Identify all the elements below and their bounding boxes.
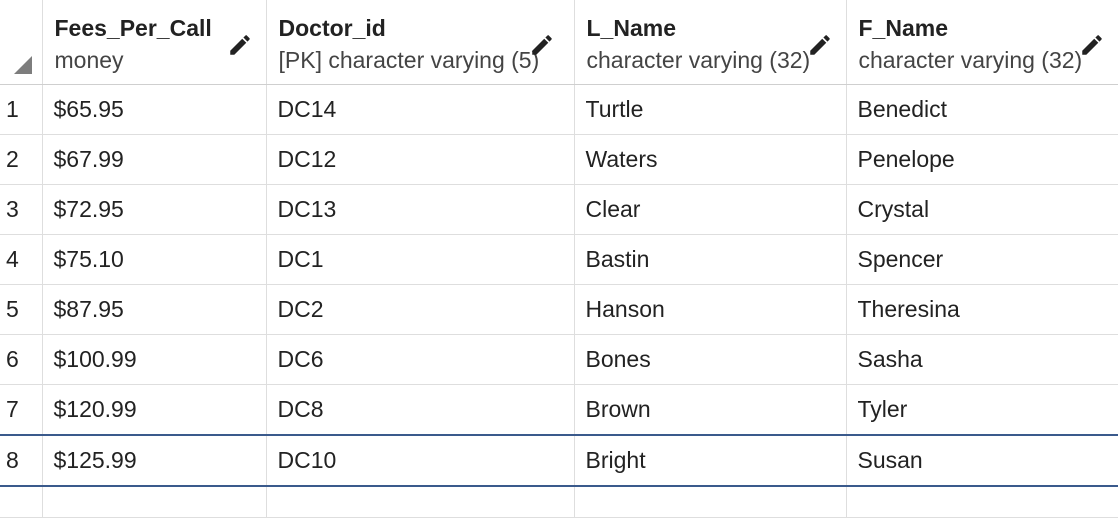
cell-l-name[interactable]: Brown — [574, 384, 847, 436]
cell-f-name[interactable]: Susan — [846, 434, 1118, 487]
new-row-placeholder[interactable] — [0, 486, 1118, 518]
column-name: L_Name — [586, 15, 676, 41]
table-row[interactable]: 5 $87.95 DC2 Hanson Theresina — [0, 284, 1118, 335]
empty-cell[interactable] — [0, 486, 43, 518]
cell-doctor-id[interactable]: DC8 — [266, 384, 575, 436]
row-number[interactable]: 2 — [0, 134, 43, 185]
cell-fees-per-call[interactable]: $75.10 — [42, 234, 267, 285]
column-header-l-name[interactable]: L_Name character varying (32) — [574, 0, 847, 85]
column-header-f-name[interactable]: F_Name character varying (32) — [846, 0, 1118, 85]
cell-l-name[interactable]: Clear — [574, 184, 847, 235]
cell-fees-per-call[interactable]: $72.95 — [42, 184, 267, 235]
cell-l-name[interactable]: Bones — [574, 334, 847, 385]
cell-f-name[interactable]: Benedict — [846, 84, 1118, 135]
empty-cell[interactable] — [574, 486, 847, 518]
column-header-fees-per-call[interactable]: Fees_Per_Call money — [42, 0, 267, 85]
cell-l-name[interactable]: Hanson — [574, 284, 847, 335]
cell-l-name[interactable]: Bright — [574, 434, 847, 487]
corner-triangle-icon — [14, 56, 32, 74]
cell-l-name[interactable]: Waters — [574, 134, 847, 185]
cell-f-name[interactable]: Tyler — [846, 384, 1118, 436]
column-name: Fees_Per_Call — [54, 15, 212, 41]
pencil-icon[interactable] — [807, 32, 833, 58]
cell-doctor-id[interactable]: DC2 — [266, 284, 575, 335]
cell-f-name[interactable]: Theresina — [846, 284, 1118, 335]
cell-fees-per-call[interactable]: $100.99 — [42, 334, 267, 385]
cell-fees-per-call[interactable]: $87.95 — [42, 284, 267, 335]
cell-f-name[interactable]: Sasha — [846, 334, 1118, 385]
row-number[interactable]: 6 — [0, 334, 43, 385]
cell-f-name[interactable]: Spencer — [846, 234, 1118, 285]
table-row-selected[interactable]: 8 $125.99 DC10 Bright Susan — [0, 434, 1118, 487]
pencil-icon[interactable] — [1079, 32, 1105, 58]
table-row[interactable]: 2 $67.99 DC12 Waters Penelope — [0, 134, 1118, 185]
cell-l-name[interactable]: Bastin — [574, 234, 847, 285]
table-row[interactable]: 7 $120.99 DC8 Brown Tyler — [0, 384, 1118, 436]
column-type: character varying (32) — [586, 47, 811, 73]
column-name: Doctor_id — [278, 15, 386, 41]
empty-cell[interactable] — [846, 486, 1118, 518]
column-name: F_Name — [858, 15, 948, 41]
cell-doctor-id[interactable]: DC6 — [266, 334, 575, 385]
cell-doctor-id[interactable]: DC10 — [266, 434, 575, 487]
table-row[interactable]: 4 $75.10 DC1 Bastin Spencer — [0, 234, 1118, 285]
column-type: [PK] character varying (5) — [278, 47, 540, 73]
cell-fees-per-call[interactable]: $67.99 — [42, 134, 267, 185]
row-number[interactable]: 5 — [0, 284, 43, 335]
cell-fees-per-call[interactable]: $120.99 — [42, 384, 267, 436]
row-number[interactable]: 7 — [0, 384, 43, 436]
row-number[interactable]: 3 — [0, 184, 43, 235]
cell-l-name[interactable]: Turtle — [574, 84, 847, 135]
column-type: money — [54, 47, 124, 73]
cell-doctor-id[interactable]: DC14 — [266, 84, 575, 135]
cell-doctor-id[interactable]: DC1 — [266, 234, 575, 285]
pencil-icon[interactable] — [227, 32, 253, 58]
empty-cell[interactable] — [266, 486, 575, 518]
table-row[interactable]: 6 $100.99 DC6 Bones Sasha — [0, 334, 1118, 385]
pencil-icon[interactable] — [529, 32, 555, 58]
cell-f-name[interactable]: Crystal — [846, 184, 1118, 235]
row-number[interactable]: 8 — [0, 434, 43, 487]
cell-fees-per-call[interactable]: $65.95 — [42, 84, 267, 135]
cell-doctor-id[interactable]: DC13 — [266, 184, 575, 235]
column-header-doctor-id[interactable]: Doctor_id [PK] character varying (5) — [266, 0, 575, 85]
header-row: Fees_Per_Call money Doctor_id [PK] chara… — [0, 0, 1118, 85]
row-number[interactable]: 4 — [0, 234, 43, 285]
select-all-corner[interactable] — [0, 0, 43, 85]
column-type: character varying (32) — [858, 47, 1083, 73]
cell-fees-per-call[interactable]: $125.99 — [42, 434, 267, 487]
cell-doctor-id[interactable]: DC12 — [266, 134, 575, 185]
row-number[interactable]: 1 — [0, 84, 43, 135]
table-row[interactable]: 3 $72.95 DC13 Clear Crystal — [0, 184, 1118, 235]
cell-f-name[interactable]: Penelope — [846, 134, 1118, 185]
empty-cell[interactable] — [42, 486, 267, 518]
table-row[interactable]: 1 $65.95 DC14 Turtle Benedict — [0, 84, 1118, 135]
